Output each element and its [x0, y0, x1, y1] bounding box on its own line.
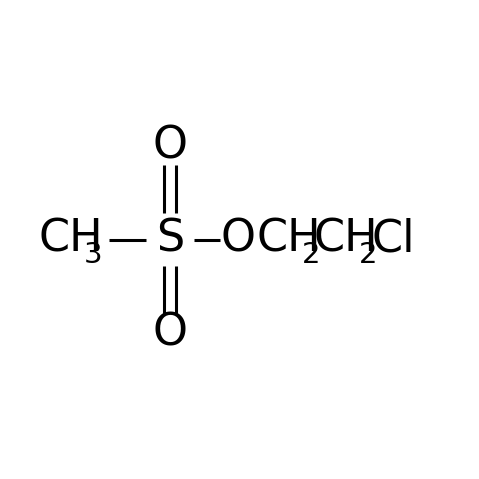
Text: CH: CH: [256, 218, 321, 261]
Text: 2: 2: [359, 241, 378, 269]
Text: 3: 3: [84, 241, 103, 269]
Text: O: O: [220, 218, 255, 261]
Text: O: O: [152, 311, 188, 354]
Text: S: S: [156, 218, 184, 261]
Text: CH: CH: [314, 218, 378, 261]
Text: O: O: [152, 125, 188, 168]
Text: 2: 2: [302, 241, 320, 269]
Text: CH: CH: [38, 218, 103, 261]
Text: Cl: Cl: [371, 218, 415, 261]
